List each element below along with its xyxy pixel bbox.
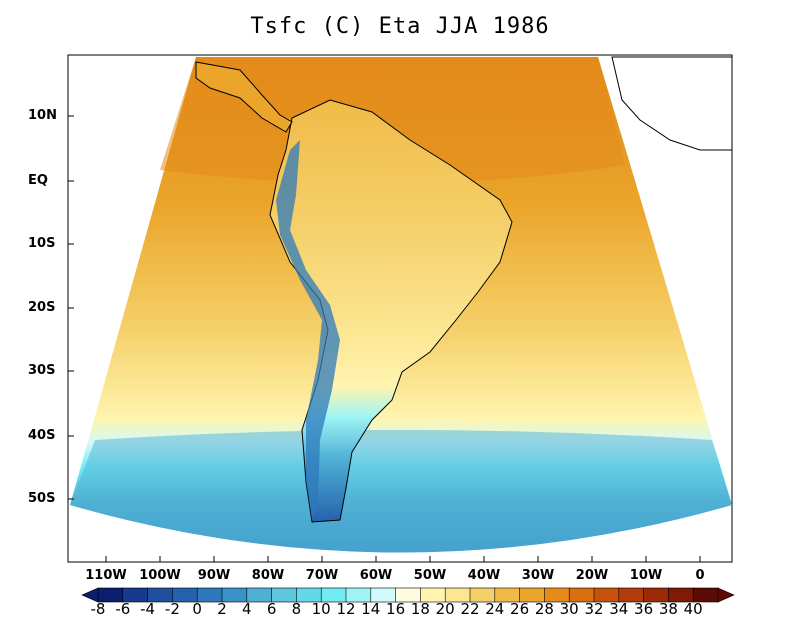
colorbar-tick-label: 8 [291, 600, 302, 618]
colorbar-tick-label: 4 [242, 600, 252, 618]
lon-label: 100W [139, 568, 181, 583]
lat-ticks [68, 115, 74, 500]
lat-label: EQ [28, 173, 48, 188]
lon-label: 10W [629, 568, 663, 583]
lon-label: 50W [413, 568, 447, 583]
lon-label: 90W [197, 568, 231, 583]
colorbar-tick-label: 28 [534, 600, 554, 618]
colorbar-tick-label: 34 [609, 600, 629, 618]
colorbar-tick-label: 2 [217, 600, 227, 618]
colorbar-tick-label: 10 [311, 600, 331, 618]
lon-label: 20W [575, 568, 609, 583]
colorbar-tick-label: 6 [266, 600, 277, 618]
lon-label: 80W [251, 568, 285, 583]
lon-label: 0 [695, 568, 705, 583]
lat-label: 10N [28, 108, 57, 123]
colorbar-tick-label: 36 [634, 600, 654, 618]
lat-label: 30S [28, 363, 56, 378]
lon-label: 40W [467, 568, 501, 583]
lon-ticks [105, 556, 701, 562]
lat-label: 10S [28, 236, 56, 251]
colorbar-tick-label: 16 [386, 600, 406, 618]
colorbar-tick-label: 20 [435, 600, 455, 618]
colorbar-tick-label: 12 [336, 600, 356, 618]
lon-label: 110W [85, 568, 127, 583]
lon-label: 60W [359, 568, 393, 583]
andes-strip [276, 140, 340, 520]
colorbar-tick-label: 30 [559, 600, 579, 618]
lon-label: 70W [305, 568, 339, 583]
colorbar-tick-label: -4 [140, 600, 156, 618]
map-title: Tsfc (C) Eta JJA 1986 [250, 14, 550, 39]
colorbar-tick-label: 26 [510, 600, 530, 618]
colorbar-tick-label: 0 [192, 600, 202, 618]
central-america-land [195, 61, 293, 133]
colorbar-tick-label: 38 [658, 600, 678, 618]
colorbar-tick-label: 24 [485, 600, 505, 618]
colorbar-tick-label: 32 [584, 600, 604, 618]
colorbar-tick-label: 22 [460, 600, 480, 618]
lon-label: 30W [521, 568, 555, 583]
colorbar-tick-label: -2 [164, 600, 180, 618]
southern-band [70, 430, 732, 553]
africa-land [611, 56, 733, 151]
lat-label: 40S [28, 428, 56, 443]
colorbar-tick-label: 40 [683, 600, 703, 618]
colorbar-tick-label: -6 [115, 600, 131, 618]
colorbar-tick-label: -8 [90, 600, 106, 618]
colorbar-tick-label: 18 [410, 600, 430, 618]
tropical-band [160, 57, 625, 184]
lat-label: 20S [28, 300, 56, 315]
colorbar-tick-label: 14 [361, 600, 381, 618]
lat-label: 50S [28, 491, 56, 506]
